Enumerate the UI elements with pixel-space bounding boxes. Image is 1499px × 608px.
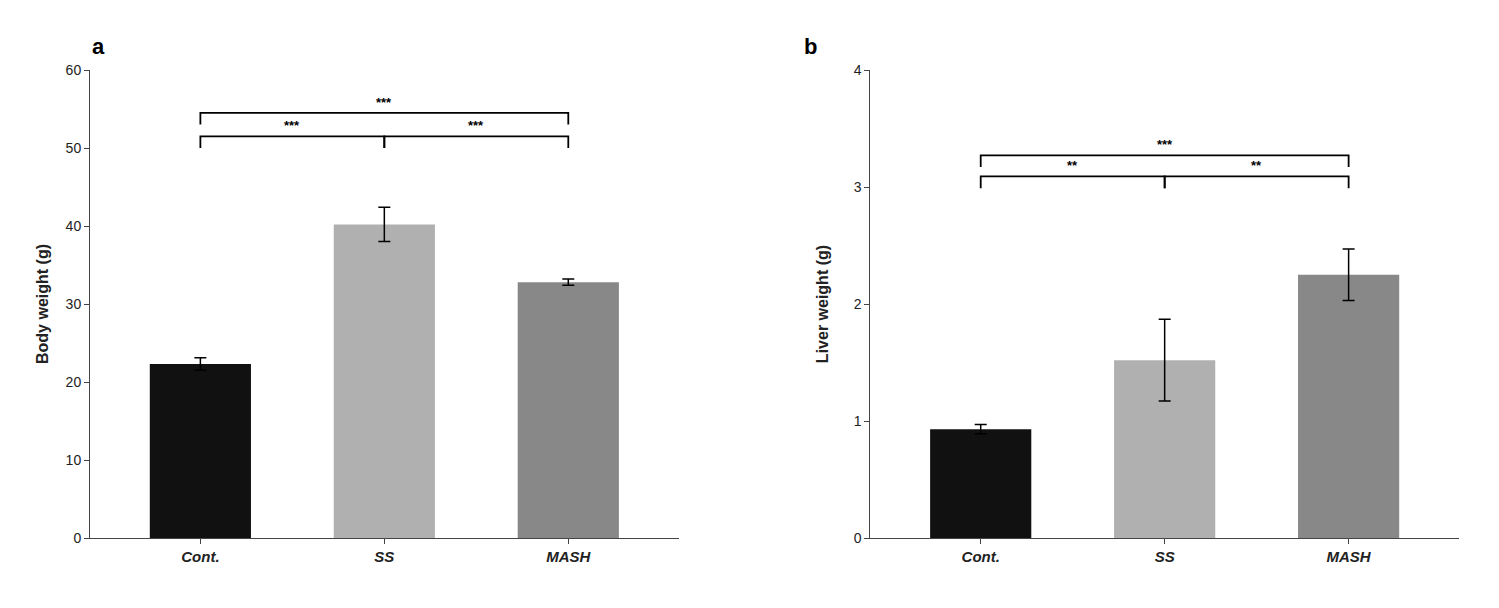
svg-text:***: *** bbox=[468, 118, 484, 133]
svg-text:Cont.: Cont. bbox=[181, 548, 219, 565]
svg-text:40: 40 bbox=[66, 218, 82, 234]
svg-text:0: 0 bbox=[73, 530, 81, 546]
svg-text:2: 2 bbox=[854, 296, 862, 312]
svg-text:b: b bbox=[804, 34, 817, 59]
svg-text:0: 0 bbox=[854, 530, 862, 546]
svg-text:10: 10 bbox=[66, 452, 82, 468]
svg-text:***: *** bbox=[284, 118, 300, 133]
svg-text:SS: SS bbox=[1155, 548, 1175, 565]
svg-text:SS: SS bbox=[374, 548, 394, 565]
svg-text:60: 60 bbox=[66, 62, 82, 78]
svg-text:Liver weight (g): Liver weight (g) bbox=[814, 245, 831, 363]
svg-text:Body weight (g): Body weight (g) bbox=[34, 244, 51, 364]
svg-text:MASH: MASH bbox=[546, 548, 591, 565]
svg-text:Cont.: Cont. bbox=[962, 548, 1000, 565]
svg-text:***: *** bbox=[1157, 137, 1173, 152]
svg-text:**: ** bbox=[1067, 158, 1078, 173]
svg-text:1: 1 bbox=[854, 413, 862, 429]
svg-text:***: *** bbox=[376, 95, 392, 110]
svg-text:**: ** bbox=[1251, 158, 1262, 173]
svg-text:20: 20 bbox=[66, 374, 82, 390]
svg-text:4: 4 bbox=[854, 62, 862, 78]
svg-text:3: 3 bbox=[854, 179, 862, 195]
svg-text:a: a bbox=[92, 34, 105, 59]
svg-text:30: 30 bbox=[66, 296, 82, 312]
svg-text:50: 50 bbox=[66, 140, 82, 156]
svg-text:MASH: MASH bbox=[1327, 548, 1372, 565]
